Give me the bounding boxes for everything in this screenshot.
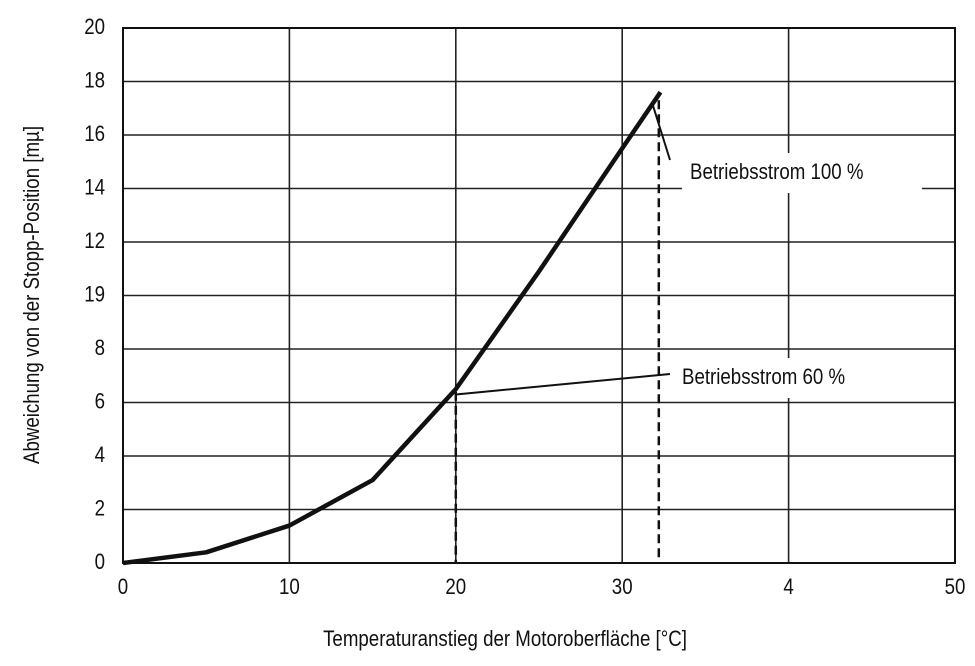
y-tick-label: 20 — [84, 15, 105, 39]
x-tick-label: 30 — [612, 575, 633, 599]
x-tick-label: 20 — [445, 575, 466, 599]
x-tick-label: 4 — [783, 575, 793, 599]
x-tick-label: 10 — [279, 575, 300, 599]
line-series — [122, 90, 663, 566]
annotation-bg — [682, 153, 922, 193]
y-tick-label: 16 — [84, 122, 105, 146]
x-axis-label: Temperaturanstieg der Motoroberfläche [°… — [323, 627, 687, 651]
y-tick-label: 0 — [95, 550, 105, 574]
y-tick-label: 18 — [84, 69, 105, 93]
y-tick-label: 12 — [84, 229, 105, 253]
annotation-bg — [674, 358, 904, 398]
y-tick-label: 14 — [84, 176, 105, 200]
y-tick-label: 4 — [95, 443, 105, 467]
annotation-text: Betriebsstrom 100 % — [690, 160, 863, 184]
y-tick-label: 2 — [95, 497, 105, 521]
y-tick-label: 6 — [95, 390, 105, 414]
plot-frame — [122, 27, 956, 564]
annotation-leader — [651, 102, 671, 161]
y-tick-label: 8 — [95, 336, 105, 360]
x-tick-label: 50 — [945, 575, 966, 599]
annotation-text: Betriebsstrom 60 % — [682, 365, 845, 389]
x-tick-label: 0 — [118, 575, 128, 599]
y-tick-label: 19 — [84, 283, 105, 307]
annotation-leader — [455, 373, 671, 396]
y-axis-label: Abweichung von der Stopp-Position [mµ] — [20, 126, 44, 464]
